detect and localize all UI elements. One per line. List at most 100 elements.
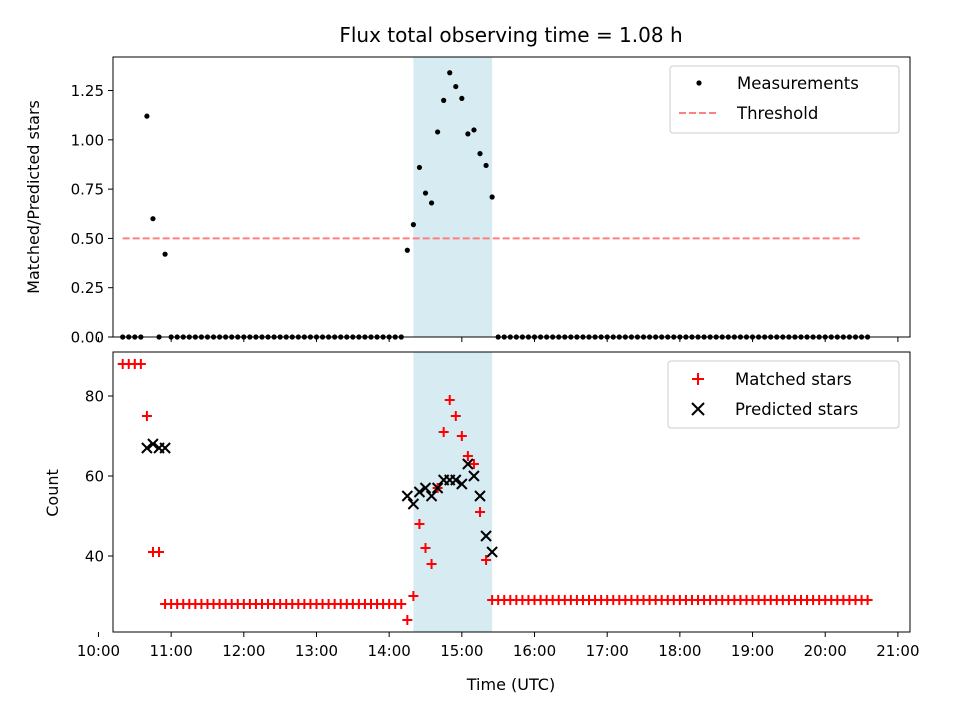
legend-predicted-label: Predicted stars [735, 400, 858, 419]
measurement-point [447, 70, 453, 76]
legend-threshold-label: Threshold [736, 104, 818, 123]
matched-star-point [468, 459, 479, 469]
measurement-point [489, 194, 495, 200]
matched-star-point [414, 519, 425, 529]
top-y-tick-label: 0.25 [71, 279, 104, 297]
bottom-y-tick-label: 80 [85, 388, 104, 406]
measurement-point [428, 200, 435, 206]
measurement-point [162, 251, 168, 257]
predicted-star-point [413, 486, 426, 498]
x-tick-label: 20:00 [804, 642, 847, 660]
x-tick-label: 21:00 [876, 642, 919, 660]
matched-star-point [475, 507, 486, 517]
top-y-axis-label: Matched/Predicted stars [24, 100, 43, 294]
matched-star-point [450, 411, 461, 421]
x-tick-label: 13:00 [295, 642, 338, 660]
predicted-star-point [456, 478, 468, 490]
measurement-point [404, 247, 410, 253]
legend-matched-label: Matched stars [735, 370, 852, 389]
top-panel: 0.00 0.25 0.50 0.75 1.00 1.25 Flux total obse… [24, 23, 911, 347]
predicted-star-point [407, 498, 420, 510]
x-tick-label: 14:00 [368, 642, 411, 660]
legend-measurements-label: Measurements [737, 74, 859, 93]
predicted-star-point [159, 442, 171, 454]
bottom-x-ticks: 10:00 11:00 12:00 13:00 14:00 15:00 16:00 17:00… [77, 632, 920, 660]
x-tick-label: 11:00 [150, 642, 193, 660]
matched-star-point [420, 543, 431, 553]
x-tick-label: 19:00 [731, 642, 774, 660]
bottom-legend: Matched stars Predicted stars [667, 360, 900, 429]
top-legend-box [669, 65, 900, 134]
top-shaded-interval [413, 57, 493, 337]
predicted-star-point [401, 490, 414, 502]
predicted-star-point [474, 490, 486, 502]
matched-star-point [426, 559, 437, 569]
matched-star-point [456, 431, 467, 441]
x-tick-label: 12:00 [222, 642, 265, 660]
predicted-star-point [425, 490, 438, 502]
matched-star-point [135, 359, 146, 369]
top-y-tick-label: 0.50 [71, 230, 104, 248]
matched-star-point [444, 395, 455, 405]
x-tick-label: 18:00 [658, 642, 701, 660]
matched-star-point [462, 451, 473, 461]
predicted-star-point [480, 530, 492, 542]
x-tick-label: 15:00 [440, 642, 483, 660]
bottom-axes-frame [112, 351, 911, 633]
measurement-point [477, 151, 483, 157]
x-tick-label: 10:00 [77, 642, 120, 660]
measurement-point [144, 113, 150, 119]
bottom-y-tick-label: 60 [85, 468, 104, 486]
measurement-point [150, 216, 156, 222]
measurement-point [465, 131, 471, 137]
measurement-point [483, 162, 489, 169]
bottom-legend-box [667, 360, 900, 429]
predicted-star-point [419, 482, 432, 494]
matched-star-point [438, 427, 449, 437]
top-y-tick-label: 1.25 [71, 82, 104, 100]
legend-measurements-marker [696, 80, 702, 86]
measurement-point [422, 190, 429, 196]
legend-matched-marker [692, 373, 704, 385]
matched-star-point [141, 411, 152, 421]
predicted-star-point [462, 458, 474, 470]
measurement-point [453, 83, 459, 90]
bottom-matched-points [117, 359, 873, 625]
top-y-tick-label: 0.00 [71, 329, 104, 347]
matched-star-point [396, 599, 407, 609]
matched-star-point [402, 615, 413, 625]
bottom-panel: 10:00 11:00 12:00 13:00 14:00 15:00 16:00 17:00… [43, 351, 920, 694]
top-x-ticks [97, 337, 899, 342]
predicted-star-point [450, 474, 462, 486]
measurement-point [471, 127, 477, 133]
predicted-star-point [468, 470, 480, 482]
predicted-star-point [141, 442, 153, 454]
measurement-point [435, 129, 441, 135]
bottom-y-ticks: 40 60 80 [85, 388, 113, 566]
predicted-star-point [431, 482, 444, 494]
top-y-ticks: 0.00 0.25 0.50 0.75 1.00 1.25 [71, 82, 113, 347]
matched-star-point [154, 547, 165, 557]
matched-star-point [862, 595, 873, 605]
top-legend: Measurements Threshold [669, 65, 900, 134]
bottom-y-tick-label: 40 [85, 548, 104, 566]
measurement-point [441, 97, 447, 103]
measurement-point [416, 164, 423, 171]
x-tick-label: 16:00 [513, 642, 556, 660]
matched-star-point [481, 555, 492, 565]
top-axes-frame [112, 56, 911, 338]
bottom-predicted-points [141, 438, 498, 558]
legend-predicted-marker [691, 402, 705, 416]
bottom-y-axis-label: Count [43, 469, 62, 517]
measurement-point [459, 95, 465, 102]
top-y-tick-label: 1.00 [71, 131, 104, 149]
measurement-point [410, 222, 416, 228]
predicted-star-point [486, 546, 498, 558]
bottom-shaded-interval [413, 352, 493, 632]
predicted-star-point [147, 438, 159, 450]
x-tick-label: 17:00 [586, 642, 629, 660]
top-y-tick-label: 0.75 [71, 181, 104, 199]
x-axis-label: Time (UTC) [466, 675, 555, 694]
matched-star-point [408, 591, 419, 601]
